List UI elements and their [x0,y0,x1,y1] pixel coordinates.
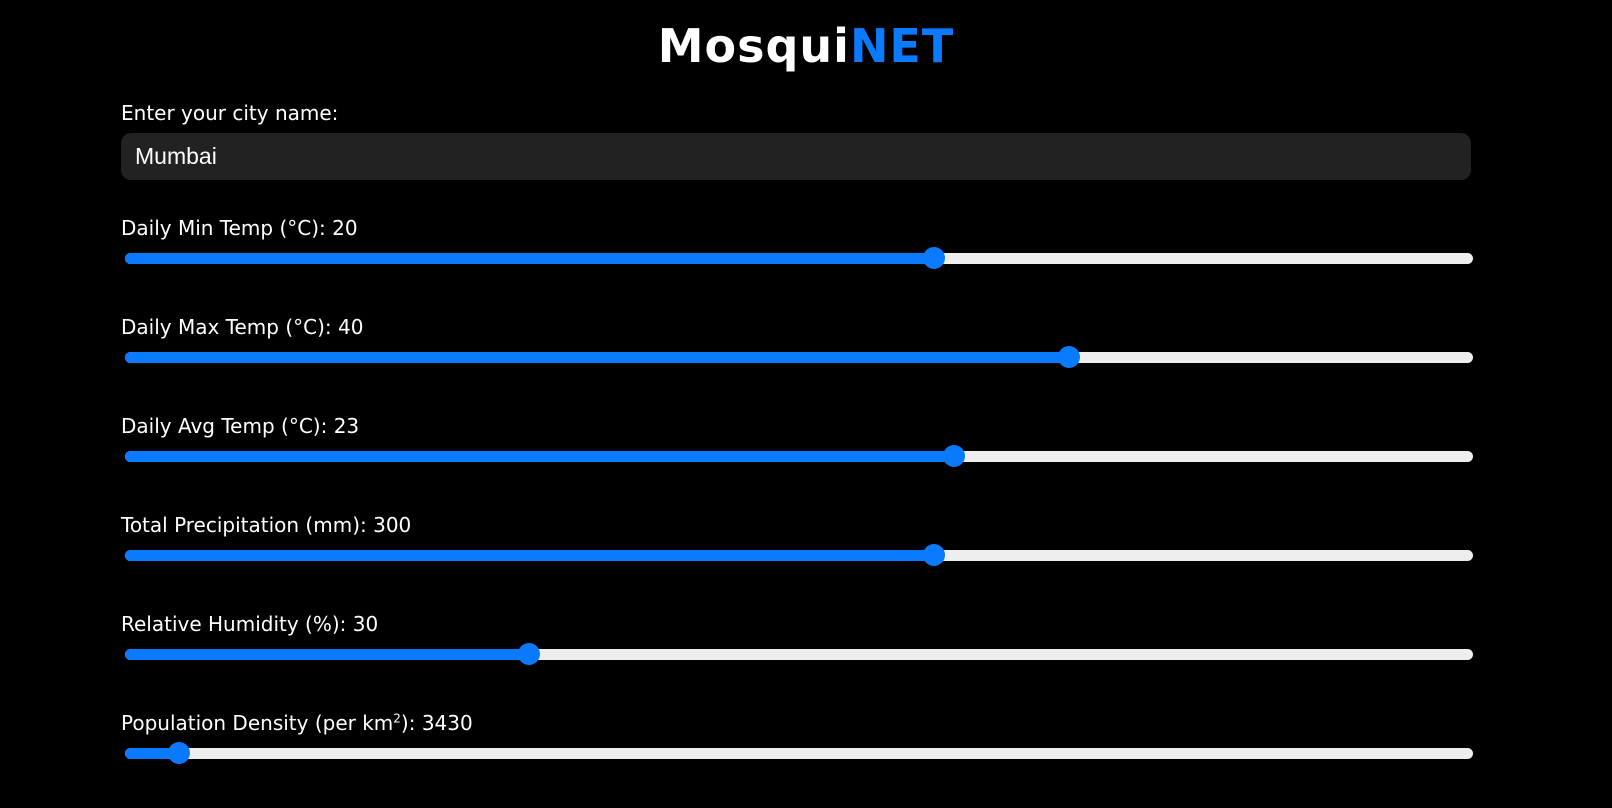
slider-population-density-thumb[interactable] [167,742,190,764]
slider-min-temp-label-text: Daily Min Temp (°C): [121,216,333,240]
slider-humidity-value: 30 [352,612,379,636]
slider-population-density-track[interactable] [125,742,1473,764]
slider-precipitation-fill [125,550,934,561]
slider-min-temp-track[interactable] [125,247,1473,269]
slider-population-density-value: 3430 [421,711,473,735]
slider-avg-temp-value: 23 [333,414,360,438]
slider-precipitation-label-text: Total Precipitation (mm): [121,513,374,537]
slider-max-temp: Daily Max Temp (°C): 40 [121,314,1473,368]
slider-humidity-label: Relative Humidity (%): 30 [121,611,1473,637]
slider-precipitation-thumb[interactable] [922,544,945,566]
slider-precipitation-label: Total Precipitation (mm): 300 [121,512,1473,538]
slider-avg-temp-fill [125,451,955,462]
slider-humidity-thumb[interactable] [518,643,541,665]
slider-avg-temp-thumb[interactable] [943,445,966,467]
slider-avg-temp-track[interactable] [125,445,1473,467]
slider-min-temp-thumb[interactable] [922,247,945,269]
slider-humidity-fill [125,649,530,660]
slider-humidity-label-text: Relative Humidity (%): [121,612,353,636]
city-input[interactable] [121,133,1471,180]
slider-avg-temp-label: Daily Avg Temp (°C): 23 [121,413,1473,439]
app-title: MosquiNET [0,14,1612,78]
slider-population-density: Population Density (per km2): 3430 [121,710,1473,764]
slider-min-temp-label: Daily Min Temp (°C): 20 [121,215,1473,241]
slider-precipitation-track[interactable] [125,544,1473,566]
slider-avg-temp: Daily Avg Temp (°C): 23 [121,413,1473,467]
slider-max-temp-track[interactable] [125,346,1473,368]
slider-max-temp-label-text: Daily Max Temp (°C): [121,315,338,339]
slider-max-temp-label: Daily Max Temp (°C): 40 [121,314,1473,340]
slider-population-density-fill [125,748,179,759]
app-title-part1: Mosqui [657,19,850,73]
slider-population-density-label-text: Population Density (per km [121,711,394,735]
slider-precipitation: Total Precipitation (mm): 300 [121,512,1473,566]
slider-avg-temp-label-text: Daily Avg Temp (°C): [121,414,334,438]
slider-precipitation-value: 300 [373,513,412,537]
slider-humidity: Relative Humidity (%): 30 [121,611,1473,665]
slider-population-density-label: Population Density (per km2): 3430 [121,710,1473,736]
slider-humidity-track[interactable] [125,643,1473,665]
app-title-part2: NET [849,19,955,73]
slider-population-density-label-post: ): [400,711,422,735]
slider-min-temp-value: 20 [332,216,358,240]
slider-max-temp-thumb[interactable] [1057,346,1080,368]
slider-max-temp-value: 40 [338,315,364,339]
slider-max-temp-fill [125,352,1069,363]
slider-min-temp: Daily Min Temp (°C): 20 [121,215,1473,269]
slider-population-density-label-sup: 2 [393,711,401,726]
city-label: Enter your city name: [121,101,339,125]
slider-min-temp-fill [125,253,934,264]
